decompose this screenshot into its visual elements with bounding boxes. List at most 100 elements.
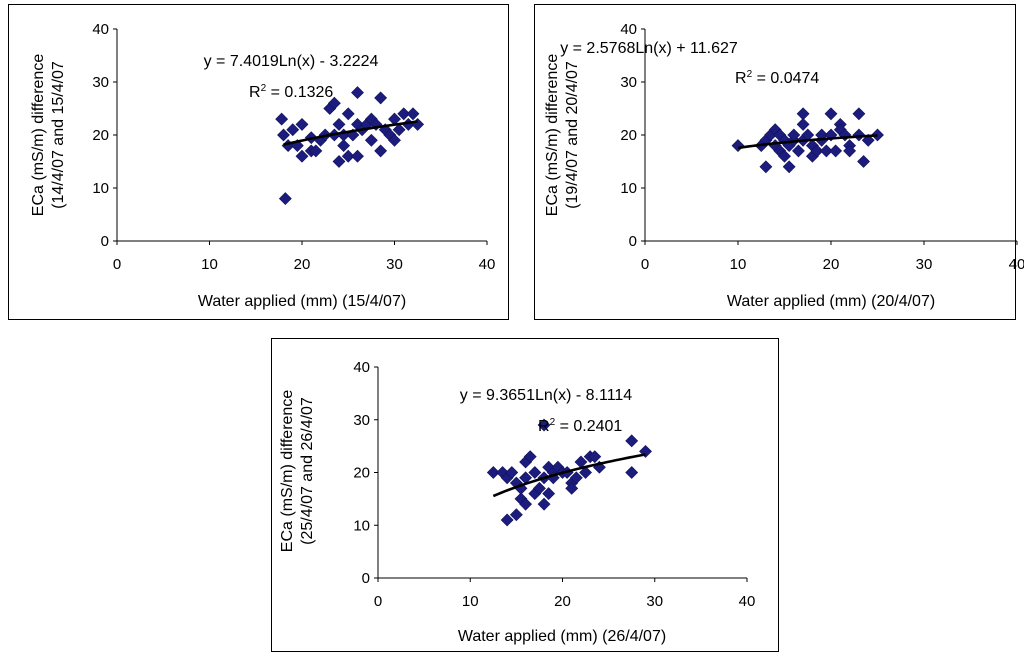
r-squared-exponent: 2 (550, 417, 556, 428)
y-axis-label-line-2: (14/4/07 and 15/4/07 (50, 61, 67, 209)
y-tick-label: 40 (620, 21, 637, 38)
data-point (332, 155, 346, 168)
x-tick-label: 30 (916, 256, 933, 273)
data-point (295, 149, 309, 163)
data-point (337, 139, 351, 153)
data-point (327, 96, 341, 110)
y-axis-label-line-1: ECa (mS/m) difference (279, 390, 296, 553)
y-tick-label: 10 (353, 517, 370, 534)
r-squared-label: R2 = 0.2401 (538, 417, 622, 435)
y-axis-label: ECa (mS/m) difference (14/4/07 and 15/4/0… (30, 54, 67, 217)
data-point (523, 450, 537, 464)
x-tick-label: 20 (823, 256, 840, 273)
y-axis-label-line-2: (19/4/07 and 20/4/07 (564, 61, 581, 209)
y-tick-label: 10 (92, 180, 109, 197)
data-point (625, 434, 639, 448)
data-point (286, 123, 300, 137)
r-squared-label: R2 = 0.0474 (735, 69, 819, 87)
y-axis-label: ECa (mS/m) difference (19/4/07 and 20/4/0… (544, 54, 581, 217)
data-point (388, 133, 401, 147)
y-axis-label-line-1: ECa (mS/m) difference (544, 54, 561, 217)
data-point (542, 487, 556, 501)
data-point (519, 497, 533, 511)
r-squared-label: R2 = 0.1326 (249, 83, 333, 101)
x-tick-label: 40 (479, 256, 496, 273)
data-point (486, 466, 500, 479)
data-point (406, 107, 420, 121)
trendline (283, 120, 418, 146)
x-tick-label: 40 (1009, 256, 1024, 273)
r-squared-symbol: R (249, 84, 261, 101)
x-axis-label: Water applied (mm) (20/4/07) (727, 293, 935, 310)
r-squared-symbol: R (735, 70, 747, 87)
data-point (374, 91, 388, 105)
data-point (778, 149, 791, 163)
data-point (579, 466, 592, 479)
data-point (505, 466, 519, 479)
data-point (332, 117, 346, 131)
x-axis-label: Water applied (mm) (26/4/07) (458, 628, 666, 645)
data-point (397, 107, 411, 121)
data-point (625, 466, 639, 479)
y-tick-label: 30 (92, 74, 109, 91)
y-tick-label: 10 (620, 180, 637, 197)
y-tick-label: 20 (620, 127, 637, 144)
data-point (374, 144, 388, 158)
x-tick-label: 0 (641, 256, 649, 273)
x-tick-label: 20 (294, 256, 311, 273)
data-point (351, 149, 364, 163)
x-tick-label: 0 (113, 256, 121, 273)
data-point (278, 192, 292, 206)
trendline-equation: y = 9.3651Ln(x) - 8.1114 (460, 387, 633, 404)
data-point (810, 144, 824, 158)
scatter-chart-1: 0 10 20 30 40 0 10 20 30 40 y = 7.4019Ln(x) - 3.22… (30, 21, 496, 310)
y-axis-label-line-2: (25/4/07 and 26/4/07 (299, 397, 316, 545)
data-point (819, 144, 833, 158)
y-tick-label: 20 (353, 465, 370, 482)
r-squared-exponent: 2 (261, 83, 267, 94)
data-point (351, 86, 364, 100)
y-tick-label: 30 (620, 74, 637, 91)
data-point (852, 107, 866, 121)
data-point (509, 508, 523, 522)
data-point (731, 139, 745, 153)
data-point (537, 418, 551, 432)
r-squared-symbol: R (538, 418, 550, 435)
x-tick-label: 30 (386, 256, 403, 273)
data-point (796, 117, 810, 131)
data-point (528, 466, 542, 479)
data-point (857, 155, 870, 168)
data-point (871, 128, 884, 142)
data-point (295, 117, 309, 131)
x-tick-label: 0 (374, 593, 382, 610)
y-tick-label: 40 (92, 21, 109, 38)
x-tick-label: 20 (554, 593, 571, 610)
data-point (569, 471, 583, 485)
x-axis-label: Water applied (mm) (15/4/07) (198, 293, 406, 310)
y-tick-label: 0 (101, 233, 109, 250)
data-point (792, 144, 805, 158)
data-point (392, 123, 406, 137)
x-tick-label: 30 (646, 593, 663, 610)
scatter-chart-3: 0 10 20 30 40 0 10 20 30 40 y = 9.3651Ln(x) - 8.11… (279, 359, 755, 645)
data-point (565, 481, 579, 495)
x-tick-label: 10 (730, 256, 747, 273)
y-tick-label: 30 (353, 412, 370, 429)
data-point (759, 160, 773, 174)
chart-panel-3: 0 10 20 30 40 0 10 20 30 40 y = 9.3651Ln(x) - 8.11… (271, 338, 779, 652)
y-tick-label: 20 (92, 127, 109, 144)
trendline-equation: y = 2.5768Ln(x) + 11.627 (560, 40, 738, 57)
r-squared-value: = 0.0474 (752, 70, 819, 87)
r-squared-value: = 0.1326 (266, 84, 333, 101)
r-squared-exponent: 2 (747, 69, 753, 80)
data-point (341, 107, 355, 121)
trendline (737, 134, 878, 150)
data-point (411, 117, 425, 131)
r-squared-value: = 0.2401 (555, 418, 622, 435)
data-point (537, 497, 551, 511)
y-tick-label: 0 (362, 570, 370, 587)
trendline (492, 453, 646, 498)
data-point (824, 107, 838, 121)
data-point (782, 160, 796, 174)
data-point (843, 144, 857, 158)
